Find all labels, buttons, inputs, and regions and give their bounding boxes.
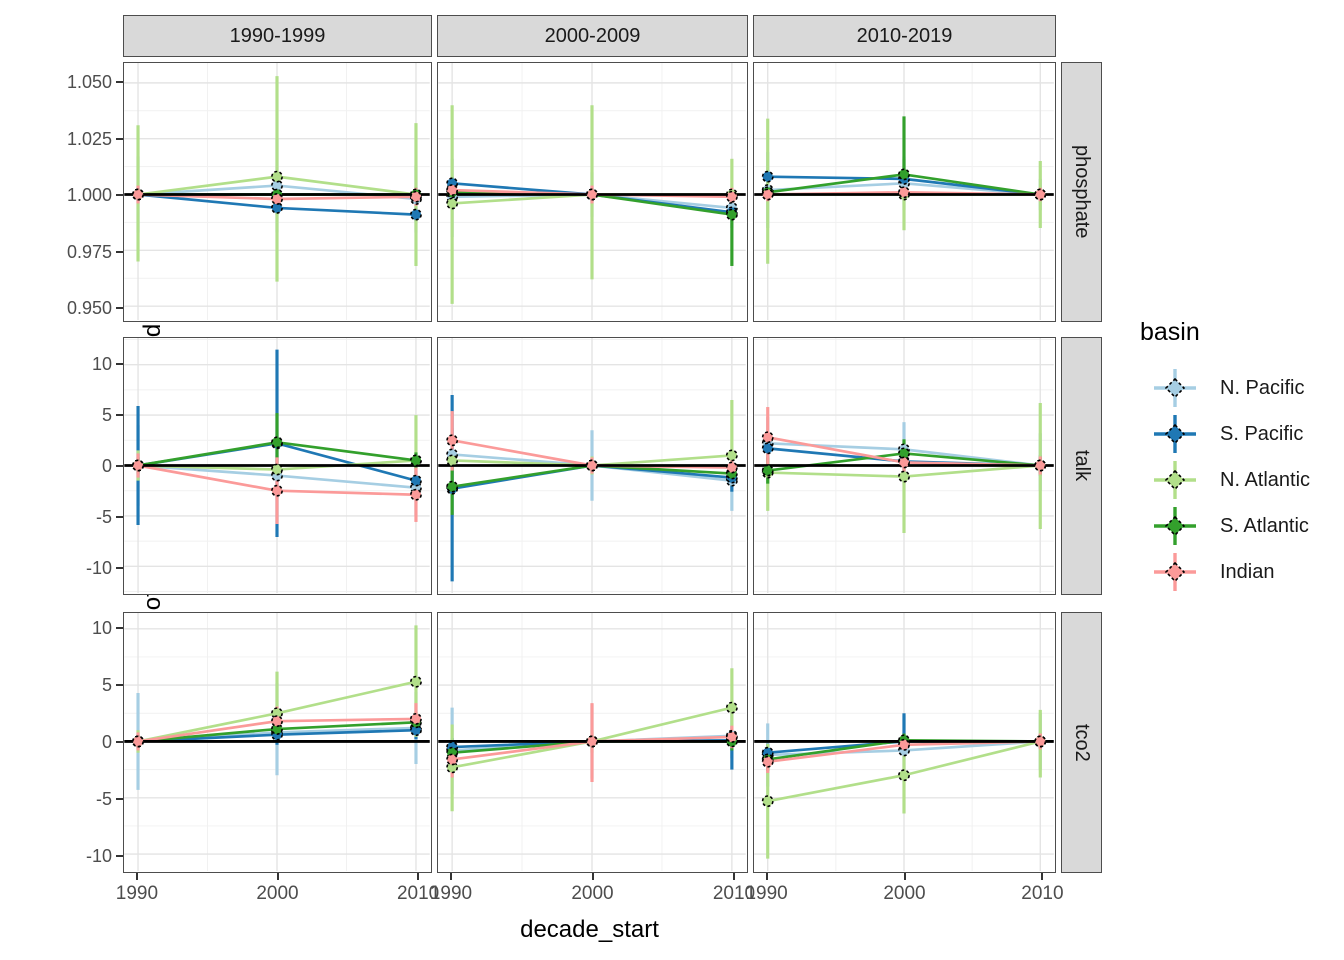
- legend: basin N. Pacific S. Pacific N. Atlantic …: [1138, 318, 1310, 595]
- panel-svg: [124, 613, 430, 871]
- y-tick-label: 0: [101, 731, 112, 752]
- panel-talk-1990-1999: [123, 337, 432, 595]
- x-tick-label: 2010: [712, 883, 756, 904]
- y-tick-label: -5: [95, 507, 112, 527]
- x-tick-label: 2010: [396, 883, 440, 904]
- legend-entry-label: Indian: [1220, 560, 1275, 583]
- panel-tco2-1990-1999: [123, 612, 432, 873]
- y-tick-mark: [116, 363, 123, 365]
- panel-tco2-2010-2019: [753, 612, 1056, 873]
- x-tick-mark: [765, 873, 768, 880]
- legend-entry-s-atlantic: S. Atlantic: [1138, 503, 1310, 549]
- y-tick-label: -10: [85, 558, 112, 578]
- x-tick-mark: [591, 873, 594, 880]
- legend-key-icon: [1154, 369, 1196, 407]
- y-tick-mark: [116, 465, 123, 467]
- x-tick-label: 1990: [745, 883, 788, 904]
- panel-phosphate-2000-2009: [437, 62, 748, 322]
- legend-entry-indian: Indian: [1138, 549, 1310, 595]
- y-tick-mark: [116, 854, 123, 857]
- facet-strip-phosphate: phosphate: [1061, 62, 1102, 322]
- facet-strip-2010-2019: 2010-2019: [753, 15, 1056, 57]
- panel-tco2-2000-2009: [437, 612, 748, 873]
- x-tick-label: 2000: [883, 883, 926, 904]
- y-tick-label: 10: [91, 618, 112, 638]
- y-tick-label: 1.025: [66, 128, 112, 149]
- panel-svg: [754, 613, 1054, 871]
- panel-talk-2010-2019: [753, 337, 1056, 595]
- y-tick-label: -5: [95, 788, 112, 809]
- legend-entry-label: N. Pacific: [1220, 376, 1305, 399]
- x-tick-label: 2010: [1021, 883, 1064, 904]
- panel-phosphate-2010-2019: [753, 62, 1056, 322]
- panel-svg: [754, 338, 1054, 593]
- y-tick-mark: [116, 414, 123, 416]
- x-tick-label: 2000: [256, 883, 299, 904]
- legend-key-icon: [1154, 415, 1196, 453]
- panel-svg: [124, 338, 430, 593]
- x-tick-mark: [733, 873, 735, 880]
- panel-talk-2000-2009: [437, 337, 748, 595]
- legend-entry-label: N. Atlantic: [1220, 468, 1311, 491]
- y-tick-mark: [116, 137, 123, 140]
- facet-strip-tco2: tco2: [1061, 612, 1102, 873]
- y-tick-mark: [116, 516, 123, 518]
- y-tick-mark: [116, 567, 123, 569]
- y-tick-label: 1.000: [66, 185, 112, 205]
- y-tick-label: -10: [85, 845, 112, 866]
- facet-strip-1990-1999: 1990-1999: [123, 15, 432, 57]
- panel-svg: [438, 338, 746, 593]
- facet-strip-talk: talk: [1061, 337, 1102, 595]
- legend-entry-n-pacific: N. Pacific: [1138, 365, 1310, 411]
- x-axis-title: decade_start: [520, 916, 659, 943]
- x-tick-mark: [135, 873, 138, 880]
- y-tick-label: 1.050: [66, 72, 112, 93]
- y-tick-mark: [116, 307, 123, 309]
- x-tick-label: 1990: [429, 883, 473, 904]
- x-tick-mark: [417, 873, 420, 880]
- panel-phosphate-1990-1999: [123, 62, 432, 322]
- x-tick-mark: [903, 873, 906, 880]
- y-tick-mark: [116, 683, 123, 686]
- y-tick-label: 5: [101, 405, 112, 425]
- legend-entry-label: S. Atlantic: [1220, 514, 1309, 537]
- x-tick-mark: [276, 873, 279, 880]
- y-tick-label: 0: [101, 456, 112, 476]
- x-tick-label: 2000: [571, 883, 614, 904]
- legend-entry-label: S. Pacific: [1220, 422, 1304, 445]
- y-tick-mark: [116, 250, 123, 253]
- y-tick-label: 0.975: [66, 241, 112, 262]
- y-tick-label: 5: [101, 674, 112, 695]
- x-tick-label: 1990: [115, 883, 159, 904]
- x-tick-mark: [450, 873, 452, 880]
- legend-entry-s-pacific: S. Pacific: [1138, 411, 1310, 457]
- panel-svg: [438, 63, 746, 320]
- panel-svg: [124, 63, 430, 320]
- y-tick-mark: [116, 797, 123, 800]
- y-tick-label: 10: [91, 354, 112, 374]
- y-tick-mark: [116, 194, 123, 196]
- legend-key-icon: [1154, 461, 1196, 499]
- y-tick-mark: [116, 81, 123, 84]
- y-tick-mark: [116, 627, 123, 629]
- legend-key-icon: [1154, 553, 1196, 591]
- legend-title: basin: [1140, 318, 1200, 346]
- panel-svg: [438, 613, 746, 871]
- panel-svg: [754, 63, 1054, 320]
- x-tick-mark: [1041, 873, 1044, 880]
- y-tick-mark: [116, 740, 123, 743]
- legend-entry-n-atlantic: N. Atlantic: [1138, 457, 1310, 503]
- facet-strip-2000-2009: 2000-2009: [437, 15, 748, 57]
- legend-key-icon: [1154, 507, 1196, 545]
- y-tick-label: 0.950: [66, 298, 112, 318]
